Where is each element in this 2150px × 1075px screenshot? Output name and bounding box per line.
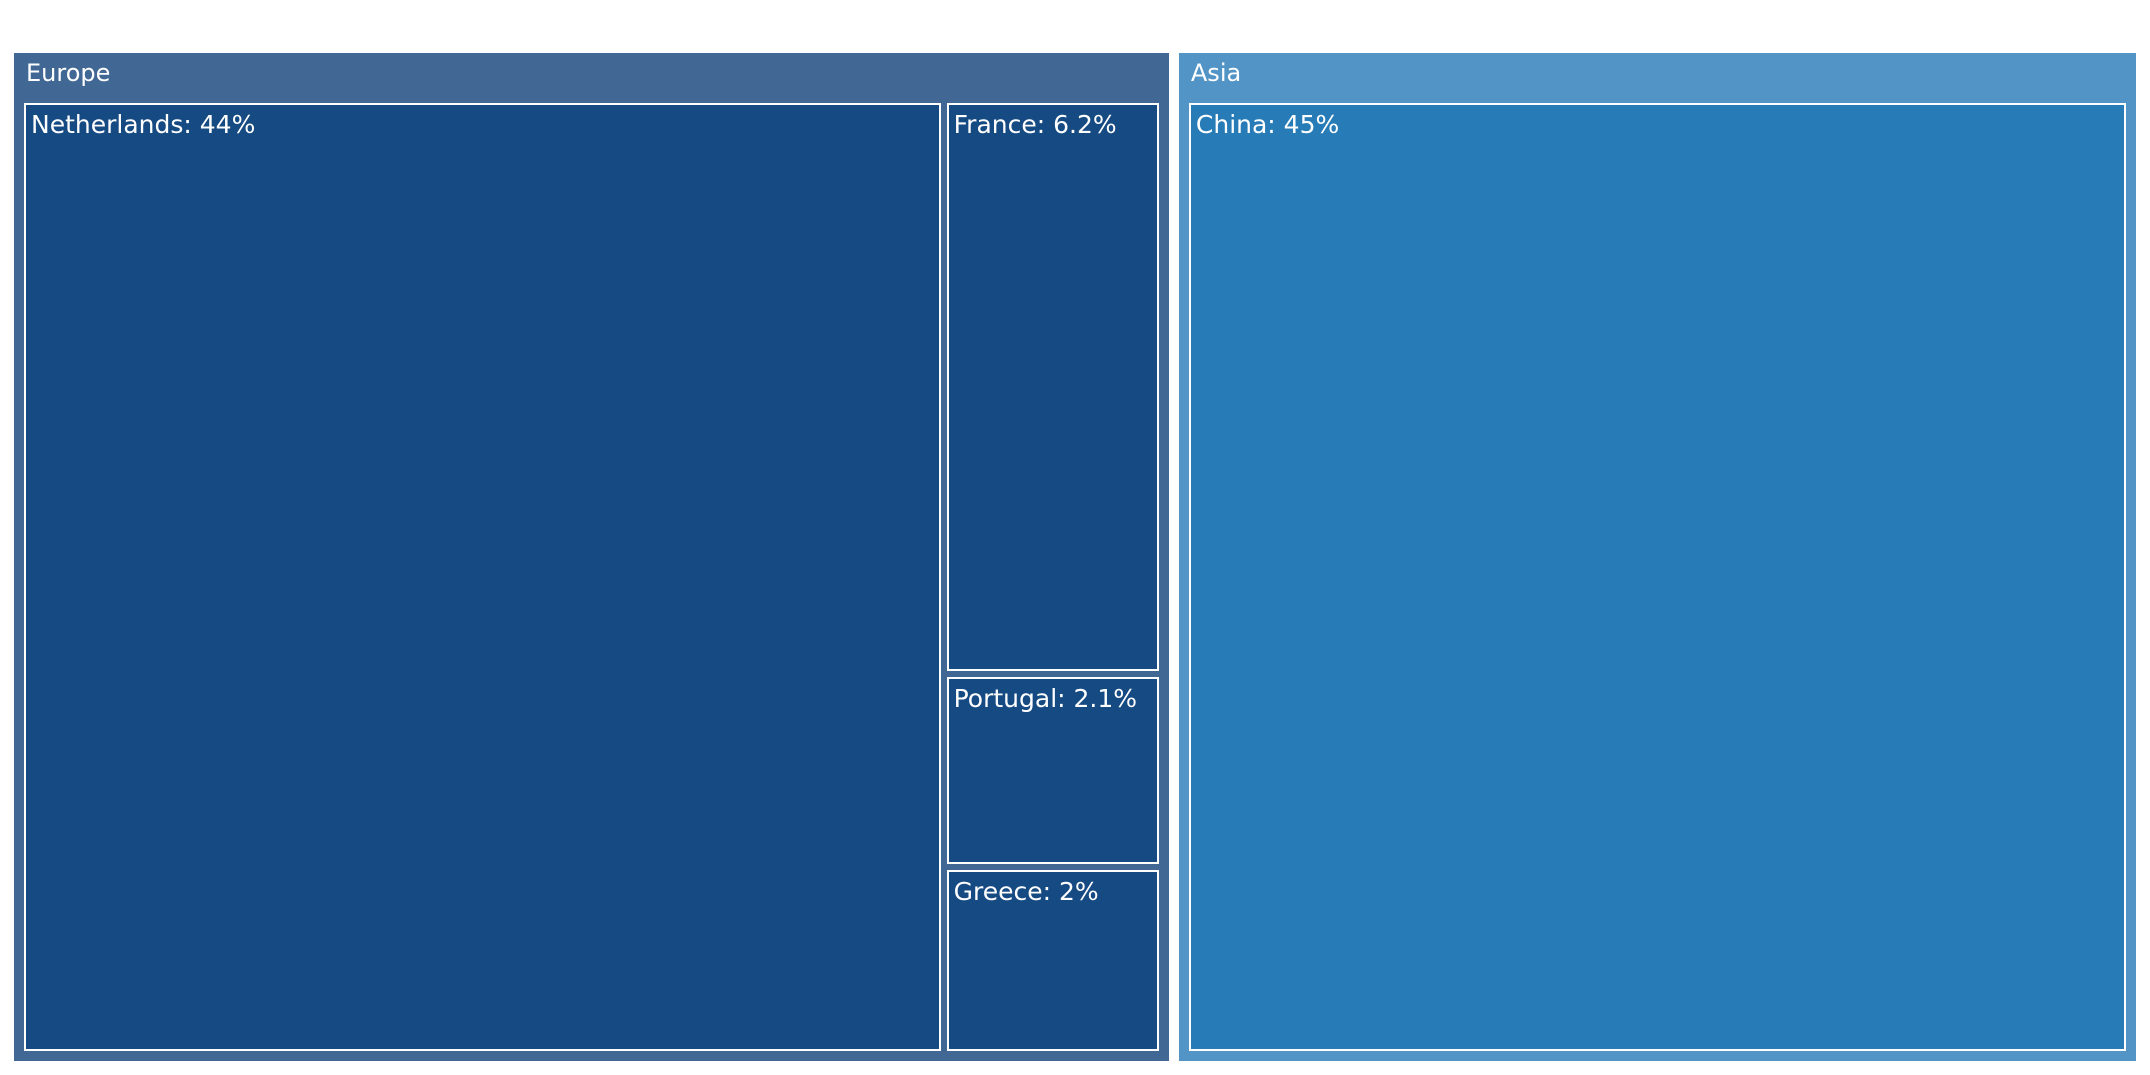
tile-label: Greece: 2% <box>953 876 1099 906</box>
tile-label: Netherlands: 44% <box>31 110 256 139</box>
tile-greece: Greece: 2% <box>946 869 1159 1051</box>
tile-china: China: 45% <box>1188 103 2126 1051</box>
tile-label: France: 6.2% <box>953 110 1117 139</box>
group-label: Europe <box>26 59 111 87</box>
tile-portugal: Portugal: 2.1% <box>946 676 1159 864</box>
group-europe: Europe Netherlands: 44% France: 6.2% Portug… <box>14 53 1169 1061</box>
tile-label: Portugal: 2.1% <box>953 683 1138 713</box>
tile-label: China: 45% <box>1195 110 1340 139</box>
group-asia: Asia China: 45% <box>1178 53 2136 1061</box>
group-label: Asia <box>1190 59 1242 87</box>
tile-netherlands: Netherlands: 44% <box>24 103 941 1051</box>
tile-france: France: 6.2% <box>946 103 1159 671</box>
